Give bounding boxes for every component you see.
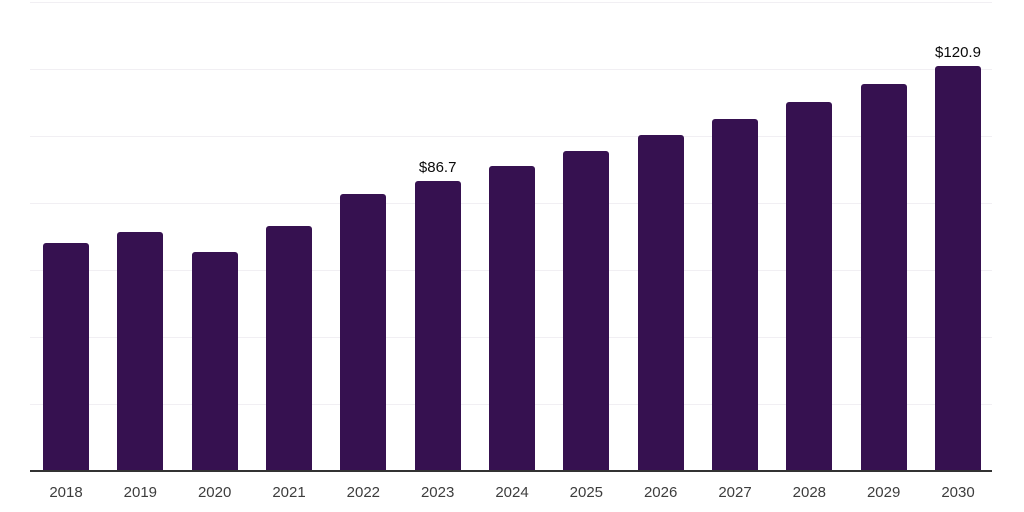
bar-2020 xyxy=(192,252,238,470)
bar-2024 xyxy=(489,166,535,470)
bar-2022 xyxy=(340,194,386,470)
bar-2028 xyxy=(786,102,832,470)
bar-2025 xyxy=(563,151,609,470)
bar-data-label: $86.7 xyxy=(418,159,457,176)
x-tick-label: 2019 xyxy=(123,484,158,501)
bar-2018 xyxy=(43,243,89,470)
bar-2019 xyxy=(117,232,163,470)
gridline xyxy=(30,136,992,137)
x-tick-label: 2023 xyxy=(420,484,455,501)
x-tick-label: 2024 xyxy=(495,484,529,501)
gridline xyxy=(30,2,992,3)
x-tick-label: 2020 xyxy=(197,484,232,501)
bar-2026 xyxy=(638,135,684,470)
x-tick-label: 2030 xyxy=(941,484,975,501)
x-tick-label: 2021 xyxy=(272,484,306,501)
x-axis-line xyxy=(30,470,992,472)
bar-2027 xyxy=(712,119,758,470)
bar-2030 xyxy=(935,66,981,470)
bar-2021 xyxy=(266,226,312,470)
bar-data-label: $120.9 xyxy=(935,44,981,61)
x-tick-label: 2025 xyxy=(569,484,604,501)
x-tick-label: 2027 xyxy=(718,484,752,501)
bar-2029 xyxy=(861,84,907,470)
bar-2023 xyxy=(415,181,461,470)
x-tick-label: 2028 xyxy=(792,484,827,501)
x-tick-label: 2026 xyxy=(643,484,678,501)
x-tick-label: 2022 xyxy=(346,484,381,501)
gridline xyxy=(30,69,992,70)
x-tick-label: 2029 xyxy=(866,484,901,501)
x-tick-label: 2018 xyxy=(49,484,83,501)
